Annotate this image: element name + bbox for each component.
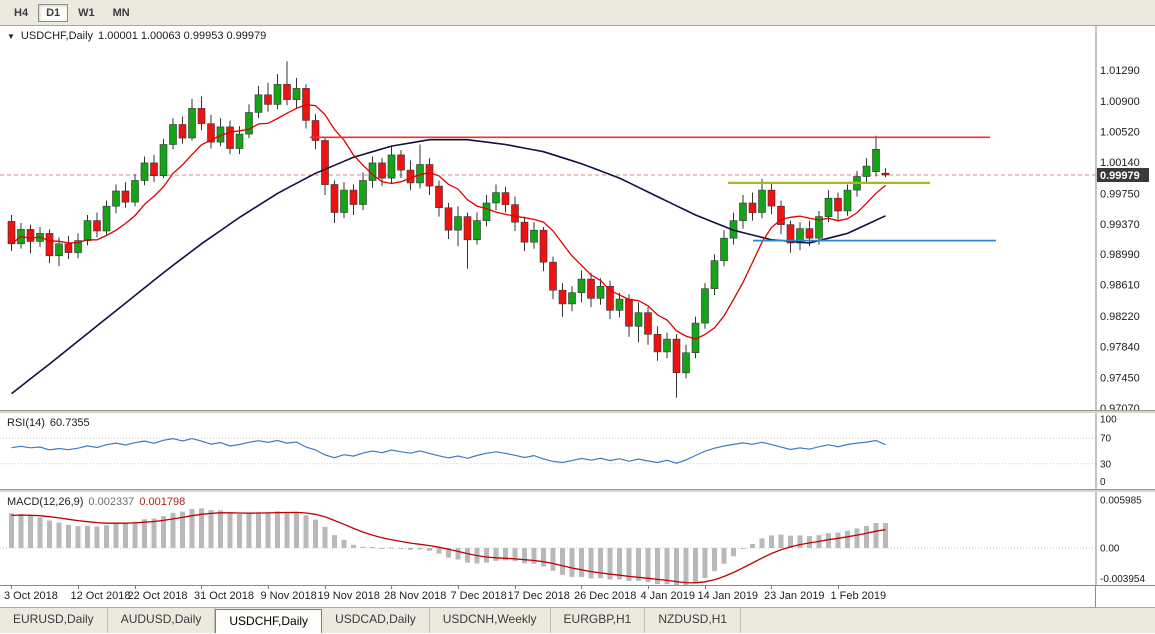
time-axis-tick xyxy=(134,586,136,589)
chart-tab-usdchf[interactable]: USDCHF,Daily xyxy=(215,609,323,633)
time-axis-label: 19 Nov 2018 xyxy=(317,590,380,602)
time-axis-label: 9 Nov 2018 xyxy=(260,590,317,602)
axis-corner xyxy=(1095,586,1155,607)
chart-tab-usdcad[interactable]: USDCAD,Daily xyxy=(322,608,430,633)
rsi-canvas[interactable]: 100 70 30 0 xyxy=(0,413,1155,489)
chart-title: ▼ USDCHF,Daily 1.00001 1.00063 0.99953 0… xyxy=(7,30,266,42)
time-axis-tick xyxy=(391,586,392,589)
svg-text:70: 70 xyxy=(1100,434,1112,445)
macd-signal-line xyxy=(11,511,886,584)
time-axis-label: 23 Jan 2019 xyxy=(764,590,825,602)
macd-main-value: 0.002337 xyxy=(88,496,135,508)
svg-text:1.00140: 1.00140 xyxy=(1100,157,1140,169)
time-axis-tick xyxy=(771,586,772,589)
svg-text:1.01290: 1.01290 xyxy=(1100,65,1140,77)
macd-label: MACD(12,26,9) 0.002337 0.001798 xyxy=(7,496,185,508)
time-axis[interactable]: 3 Oct 2018 12 Oct 2018 22 Oct 2018 31 Oct 2… xyxy=(0,585,1155,607)
svg-text:0.97840: 0.97840 xyxy=(1100,341,1140,353)
time-axis-tick xyxy=(267,586,269,589)
svg-text:0.99370: 0.99370 xyxy=(1100,219,1140,231)
time-axis-label: 22 Oct 2018 xyxy=(127,590,188,602)
svg-text:0.98990: 0.98990 xyxy=(1100,249,1140,261)
current-price-tag: 0.99979 xyxy=(1097,168,1149,182)
timeframe-button-d1[interactable]: D1 xyxy=(38,3,69,22)
time-axis-label: 4 Jan 2019 xyxy=(640,590,695,602)
rsi-axis-labels: 100 70 30 0 xyxy=(1100,415,1117,489)
chart-tabs-bar: EURUSD,Daily AUDUSD,Daily USDCHF,Daily USDC… xyxy=(0,607,1155,633)
svg-text:0.98610: 0.98610 xyxy=(1100,280,1140,292)
svg-text:-0.003954: -0.003954 xyxy=(1100,574,1145,585)
svg-text:0.99979: 0.99979 xyxy=(1100,170,1140,182)
price-chart-panel[interactable]: ▼ USDCHF,Daily 1.00001 1.00063 0.99953 0… xyxy=(0,26,1155,410)
rsi-label: RSI(14) 60.7355 xyxy=(7,417,90,429)
rsi-panel[interactable]: RSI(14) 60.7355 100 70 30 0 xyxy=(0,413,1155,489)
ma-slow-line xyxy=(11,138,886,395)
time-axis-label: 12 Oct 2018 xyxy=(70,590,131,602)
candlestick-series xyxy=(7,61,890,398)
ma-fast-line xyxy=(11,104,886,340)
macd-name: MACD(12,26,9) xyxy=(7,496,84,508)
time-axis-label: 28 Nov 2018 xyxy=(384,590,447,602)
time-axis-tick xyxy=(324,586,326,589)
rsi-value: 60.7355 xyxy=(49,417,90,429)
rsi-name: RSI(14) xyxy=(7,417,45,429)
time-axis-tick xyxy=(201,586,202,589)
timeframe-button-h4[interactable]: H4 xyxy=(6,4,36,22)
chart-symbol-label: USDCHF,Daily xyxy=(20,30,94,42)
svg-text:0.005985: 0.005985 xyxy=(1100,496,1142,507)
svg-text:0.00: 0.00 xyxy=(1100,544,1120,555)
price-axis-labels: 1.01290 1.00900 1.00520 1.00140 0.99750 0.993… xyxy=(1100,65,1140,410)
price-chart-canvas[interactable]: 1.01290 1.00900 1.00520 1.00140 0.99750 0.993… xyxy=(0,26,1155,410)
svg-text:30: 30 xyxy=(1100,459,1112,470)
time-axis-tick xyxy=(514,586,516,589)
timeframe-button-mn[interactable]: MN xyxy=(105,4,138,22)
svg-text:100: 100 xyxy=(1100,415,1117,426)
macd-panel[interactable]: MACD(12,26,9) 0.002337 0.001798 0.005985… xyxy=(0,492,1155,585)
time-axis-tick xyxy=(581,586,582,589)
chart-tab-nzdusd[interactable]: NZDUSD,H1 xyxy=(645,608,742,633)
chart-tab-usdcnh[interactable]: USDCNH,Weekly xyxy=(430,608,551,633)
svg-text:1.00520: 1.00520 xyxy=(1100,127,1140,139)
time-axis-label: 3 Oct 2018 xyxy=(4,590,58,602)
price-axis-bg xyxy=(1096,26,1155,410)
panel-splitter[interactable] xyxy=(0,410,1155,413)
svg-text:1.00900: 1.00900 xyxy=(1100,96,1140,108)
svg-text:0.97450: 0.97450 xyxy=(1100,373,1140,385)
svg-text:0: 0 xyxy=(1100,477,1106,488)
time-axis-tick xyxy=(704,586,706,589)
macd-signal-value: 0.001798 xyxy=(139,496,186,508)
time-axis-tick xyxy=(11,586,12,589)
symbol-dropdown-icon[interactable]: ▼ xyxy=(7,31,15,41)
macd-canvas[interactable]: 0.005985 0.00 -0.003954 xyxy=(0,492,1155,585)
time-axis-tick xyxy=(837,586,839,589)
timeframe-button-w1[interactable]: W1 xyxy=(70,4,103,22)
time-axis-label: 7 Dec 2018 xyxy=(450,590,507,602)
svg-text:0.98220: 0.98220 xyxy=(1100,311,1140,323)
chart-tab-eurusd[interactable]: EURUSD,Daily xyxy=(0,608,108,633)
time-axis-label: 31 Oct 2018 xyxy=(194,590,254,602)
rsi-line xyxy=(11,437,886,464)
time-axis-label: 17 Dec 2018 xyxy=(507,590,570,602)
time-axis-label: 26 Dec 2018 xyxy=(574,590,637,602)
time-axis-label: 14 Jan 2019 xyxy=(697,590,759,602)
time-axis-tick xyxy=(647,586,649,589)
chart-ohlc-values: 1.00001 1.00063 0.99953 0.99979 xyxy=(98,30,267,42)
chart-tab-eurgbp[interactable]: EURGBP,H1 xyxy=(551,608,646,633)
svg-text:0.99750: 0.99750 xyxy=(1100,188,1140,200)
timeframe-toolbar: H4 D1 W1 MN xyxy=(0,0,1155,26)
time-axis-tick xyxy=(457,586,459,589)
chart-tab-audusd[interactable]: AUDUSD,Daily xyxy=(108,608,216,633)
time-axis-label: 1 Feb 2019 xyxy=(830,590,887,602)
time-axis-tick xyxy=(77,586,79,589)
macd-axis-labels: 0.005985 0.00 -0.003954 xyxy=(1100,496,1145,586)
panel-splitter[interactable] xyxy=(0,489,1155,492)
macd-histogram xyxy=(9,508,888,585)
svg-text:0.97070: 0.97070 xyxy=(1100,403,1140,410)
